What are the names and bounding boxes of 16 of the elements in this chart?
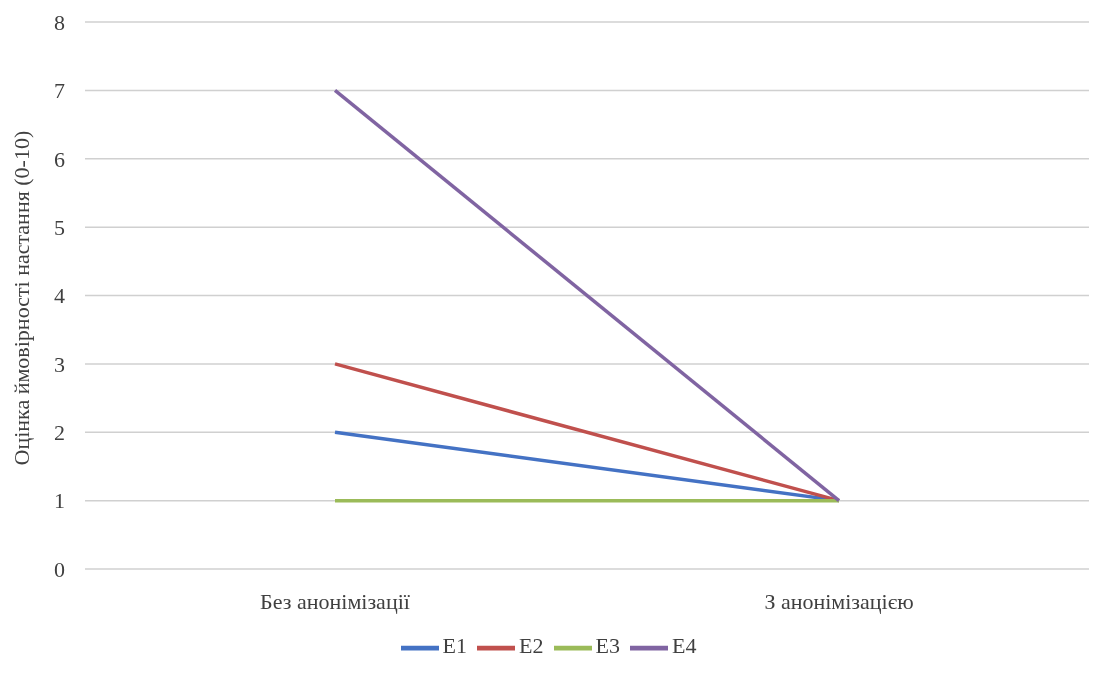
- y-tick-label: 4: [54, 283, 65, 309]
- legend-label: E4: [671, 633, 697, 659]
- y-tick-label: 1: [54, 488, 65, 514]
- legend-label: E2: [519, 633, 544, 659]
- x-tick-label: З анонімізацією: [764, 588, 914, 614]
- legend-label: E3: [595, 633, 620, 659]
- y-tick-label: 5: [54, 214, 65, 240]
- y-tick-label: 3: [54, 351, 65, 377]
- y-tick-label: 0: [54, 556, 65, 582]
- y-axis-title: Оцінка ймовірності настання (0-10): [8, 130, 34, 466]
- y-tick-label: 2: [54, 420, 65, 446]
- x-tick-label: Без анонімізації: [260, 588, 411, 614]
- y-tick-label: 6: [54, 146, 65, 172]
- y-tick-label: 8: [54, 9, 65, 35]
- y-tick-label: 7: [54, 78, 65, 104]
- legend-label: E1: [442, 633, 468, 659]
